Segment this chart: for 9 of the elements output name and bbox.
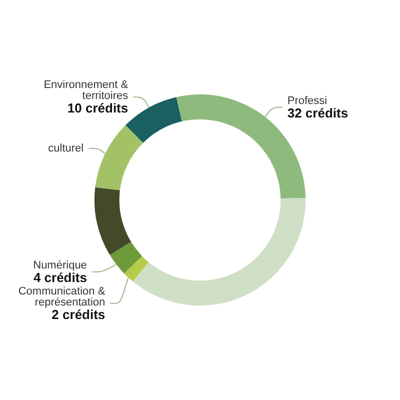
slice-label: Professi bbox=[287, 94, 328, 107]
data-label: 10 crédits bbox=[67, 100, 128, 116]
slice-label: culturel bbox=[48, 142, 84, 154]
data-label: 2 crédits bbox=[52, 306, 106, 322]
slice-label: Environnement & territoires bbox=[44, 79, 129, 102]
slice-label: Numérique bbox=[33, 259, 87, 272]
data-label: 4 crédits bbox=[33, 270, 87, 285]
data-label: 32 crédits bbox=[287, 105, 348, 120]
slice-label: Communication & représentation bbox=[18, 285, 106, 308]
